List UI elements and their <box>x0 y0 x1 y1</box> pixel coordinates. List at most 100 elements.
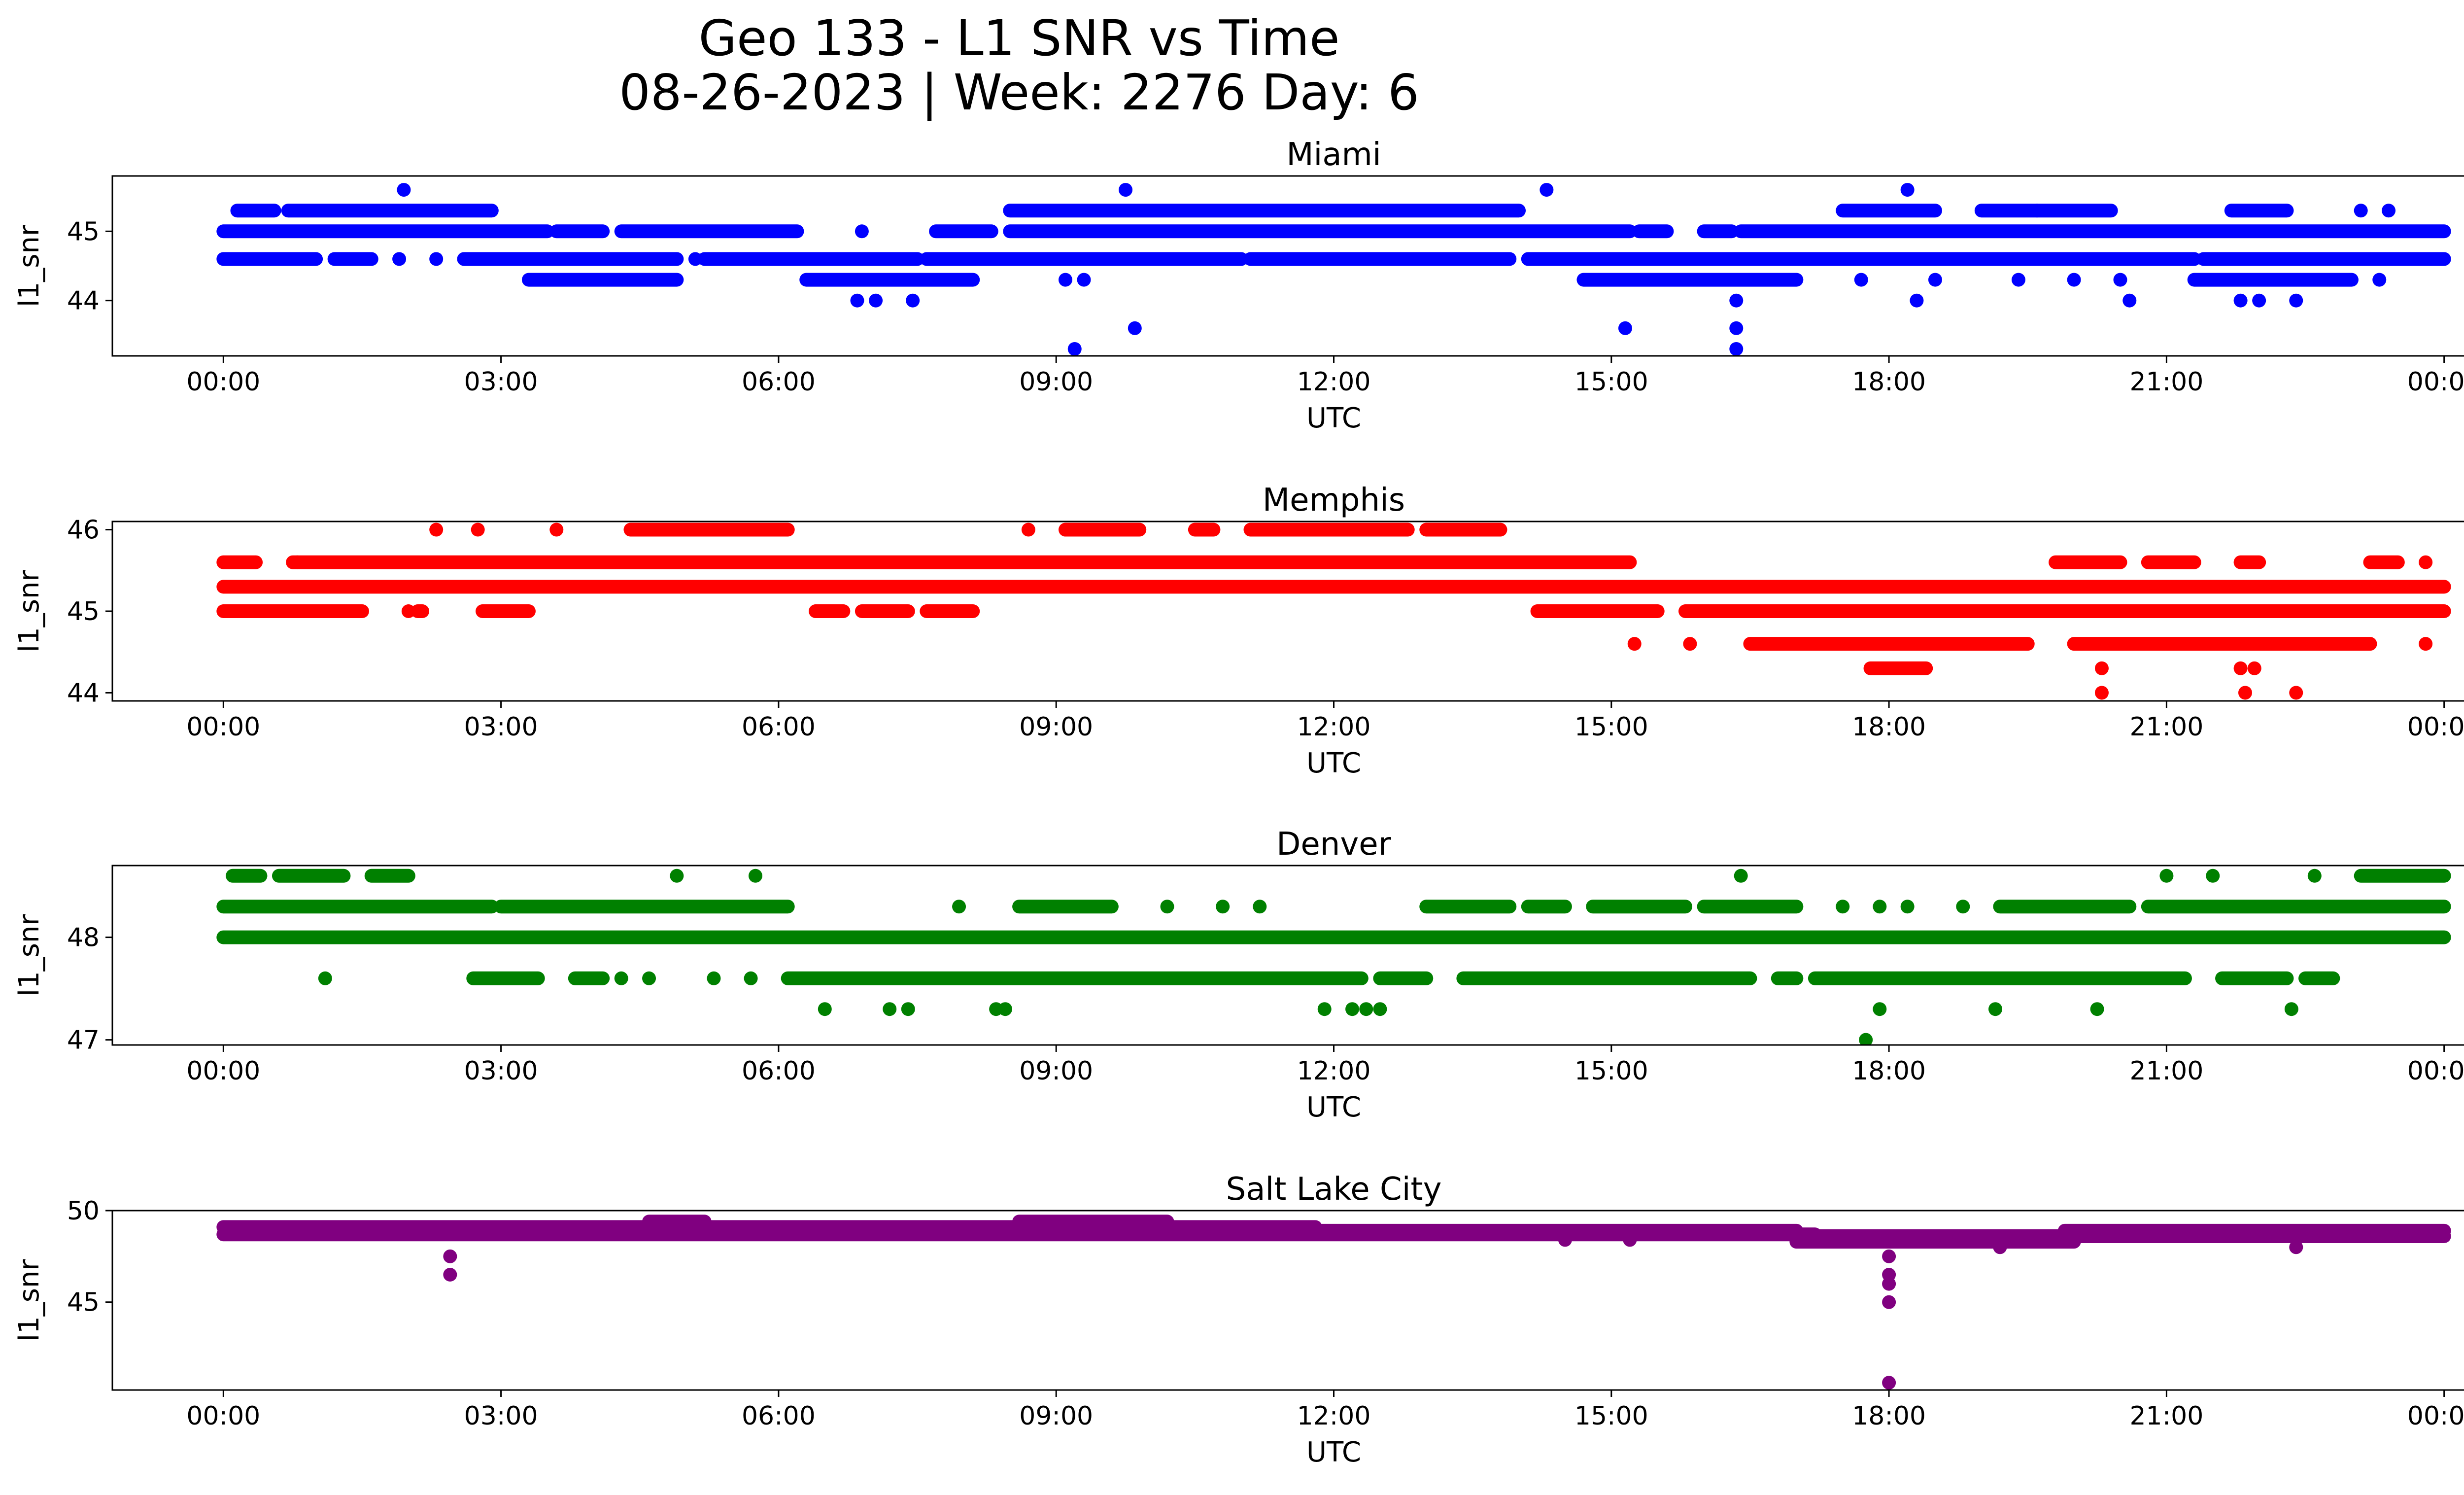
data-point <box>614 971 628 985</box>
x-tick-label: 03:00 <box>464 1056 538 1086</box>
x-tick-label: 12:00 <box>1297 1056 1371 1086</box>
data-point <box>2122 293 2137 308</box>
x-tick-label: 21:00 <box>2129 712 2203 742</box>
x-tick-label: 00:00 <box>186 1401 260 1431</box>
data-point <box>1734 869 1748 883</box>
x-tick-label: 06:00 <box>742 712 816 742</box>
subplot-3: Denver 00:00 03:00 06:00 09:00 12:00 15:00 18:0… <box>13 826 2464 1123</box>
data-point <box>1873 900 1887 914</box>
subplot-title: Miami <box>1286 137 1381 173</box>
data-point <box>1540 183 1554 197</box>
data-point <box>2382 204 2396 218</box>
x-tick-label: 18:00 <box>1852 712 1926 742</box>
figure-title-line-2: 08-26-2023 | Week: 2276 Day: 6 <box>619 64 1419 121</box>
data-point <box>1119 183 1133 197</box>
data-point <box>1882 1295 1896 1309</box>
x-tick-label: 00:00 <box>186 712 260 742</box>
data-point <box>744 971 758 985</box>
data-point <box>1993 1240 2007 1254</box>
subplot-title: Salt Lake City <box>1226 1171 1442 1208</box>
data-point <box>952 900 966 914</box>
data-point <box>855 224 869 239</box>
subplot-1: Miami 00:00 03:00 06:00 09:00 12:00 15:00 18:00… <box>13 137 2464 434</box>
data-point <box>1882 1376 1896 1390</box>
x-axis-label: UTC <box>1306 1436 1361 1468</box>
data-point <box>1988 1002 2003 1016</box>
data-point <box>2233 661 2248 675</box>
data-markers <box>216 522 2451 700</box>
data-point <box>290 555 305 569</box>
x-tick-label: 21:00 <box>2129 1056 2203 1086</box>
data-point <box>2247 661 2261 675</box>
data-point <box>1627 637 1642 651</box>
data-point <box>1882 1277 1896 1291</box>
x-axis-label: UTC <box>1306 402 1361 434</box>
data-point <box>2030 204 2044 218</box>
data-point <box>1373 1002 1387 1016</box>
data-point <box>2419 555 2433 569</box>
x-tick-label: 09:00 <box>1019 367 1093 397</box>
data-point <box>642 971 656 985</box>
data-point <box>1345 1002 1360 1016</box>
x-tick-label: 00:00 <box>2407 367 2464 397</box>
data-point <box>748 869 762 883</box>
data-point <box>1729 342 1744 356</box>
data-point <box>1900 900 1915 914</box>
x-tick-label: 00:00 <box>2407 1401 2464 1431</box>
data-point <box>2354 204 2368 218</box>
x-tick-label: 12:00 <box>1297 367 1371 397</box>
y-tick-label: 46 <box>67 516 100 545</box>
data-point <box>2372 273 2387 287</box>
data-point <box>883 1002 897 1016</box>
data-point <box>1873 1002 1887 1016</box>
x-tick-label: 00:00 <box>186 367 260 397</box>
data-point <box>392 252 407 266</box>
data-point <box>707 971 721 985</box>
data-point <box>998 1002 1012 1016</box>
data-point <box>818 1002 832 1016</box>
x-tick-label: 15:00 <box>1574 712 1648 742</box>
x-tick-label: 00:00 <box>2407 712 2464 742</box>
data-point <box>869 293 883 308</box>
data-point <box>1956 900 1970 914</box>
data-point <box>318 971 332 985</box>
x-axis-label: UTC <box>1306 747 1361 779</box>
y-tick-label: 45 <box>67 217 100 246</box>
subplot-2: Memphis 00:00 03:00 06:00 09:00 12:00 15:00 18:… <box>13 482 2464 779</box>
data-point <box>1618 321 1632 335</box>
x-tick-label: 21:00 <box>2129 1401 2203 1431</box>
x-tick-label: 09:00 <box>1019 712 1093 742</box>
x-tick-label: 09:00 <box>1019 1401 1093 1431</box>
data-point <box>1928 273 1942 287</box>
x-tick-label: 06:00 <box>742 1056 816 1086</box>
x-tick-label: 12:00 <box>1297 712 1371 742</box>
x-tick-label: 09:00 <box>1019 1056 1093 1086</box>
x-tick-label: 18:00 <box>1852 1401 1926 1431</box>
data-point <box>2289 686 2303 700</box>
x-tick-label: 06:00 <box>742 1401 816 1431</box>
y-axis-label: l1_snr <box>13 914 45 997</box>
data-point <box>2238 686 2252 700</box>
subplot-4: Salt Lake City 00:00 03:00 06:00 09:00 12:00 1… <box>13 1171 2464 1468</box>
data-point <box>1253 900 1267 914</box>
data-point <box>850 293 864 308</box>
data-point <box>1160 900 1174 914</box>
data-point <box>2206 869 2220 883</box>
data-point <box>549 522 564 537</box>
data-markers <box>216 183 2451 356</box>
data-point <box>1623 1233 1637 1247</box>
data-point <box>2252 293 2266 308</box>
x-tick-label: 21:00 <box>2129 367 2203 397</box>
y-tick-label: 48 <box>67 923 100 953</box>
y-tick-label: 45 <box>67 1288 100 1318</box>
x-tick-label: 12:00 <box>1297 1401 1371 1431</box>
y-axis-label: l1_snr <box>13 570 45 653</box>
x-tick-label: 00:00 <box>186 1056 260 1086</box>
data-point <box>1859 1033 1873 1045</box>
data-point <box>2419 637 2433 651</box>
data-point <box>2090 1002 2104 1016</box>
data-point <box>2159 869 2174 883</box>
y-axis-label: l1_snr <box>13 224 45 307</box>
data-point <box>1910 293 1924 308</box>
